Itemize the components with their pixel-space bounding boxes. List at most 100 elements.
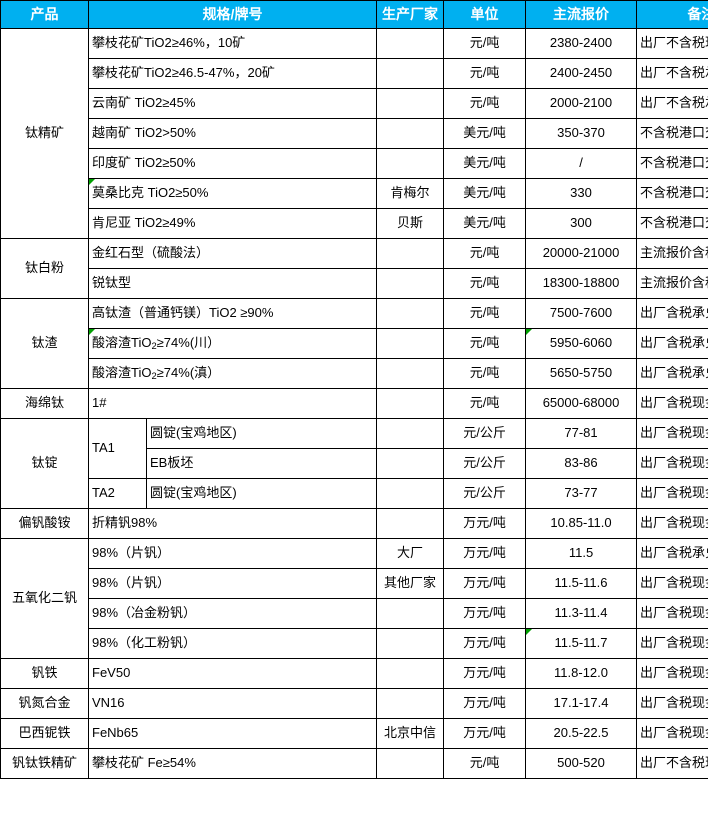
cell-spec: 圆锭(宝鸡地区) — [147, 419, 377, 449]
cell-spec: 98%（化工粉钒） — [89, 629, 377, 659]
cell-price: 20000-21000 — [526, 239, 637, 269]
cell-remark: 出厂含税现金价 — [637, 629, 708, 659]
cell-remark: 出厂不含税承兑价 — [637, 89, 708, 119]
cell-price: 11.5-11.6 — [526, 569, 637, 599]
column-header-unit: 单位 — [444, 1, 526, 29]
cell-manufacturer — [377, 389, 444, 419]
cell-unit: 万元/吨 — [444, 539, 526, 569]
cell-unit: 美元/吨 — [444, 179, 526, 209]
column-header-manufacturer: 生产厂家 — [377, 1, 444, 29]
cell-grade: TA1 — [89, 419, 147, 479]
cell-unit: 元/吨 — [444, 89, 526, 119]
cell-price: 2400-2450 — [526, 59, 637, 89]
cell-spec: 攀枝花矿 Fe≥54% — [89, 749, 377, 779]
cell-spec: EB板坯 — [147, 449, 377, 479]
cell-product: 五氧化二钒 — [1, 539, 89, 659]
cell-price: 330 — [526, 179, 637, 209]
cell-price: 300 — [526, 209, 637, 239]
cell-unit: 元/吨 — [444, 749, 526, 779]
cell-manufacturer — [377, 29, 444, 59]
cell-manufacturer — [377, 149, 444, 179]
cell-spec: 金红石型（硫酸法） — [89, 239, 377, 269]
cell-manufacturer — [377, 119, 444, 149]
cell-product: 钛渣 — [1, 299, 89, 389]
cell-unit: 万元/吨 — [444, 629, 526, 659]
cell-remark: 出厂含税承兑价 — [637, 539, 708, 569]
column-header-product: 产品 — [1, 1, 89, 29]
cell-price: 77-81 — [526, 419, 637, 449]
cell-manufacturer: 其他厂家 — [377, 569, 444, 599]
cell-price: 65000-68000 — [526, 389, 637, 419]
cell-manufacturer: 贝斯 — [377, 209, 444, 239]
cell-spec: 98%（冶金粉钒） — [89, 599, 377, 629]
cell-product: 钛锭 — [1, 419, 89, 509]
cell-spec: 肯尼亚 TiO2≥49% — [89, 209, 377, 239]
column-header-spec: 规格/牌号 — [89, 1, 377, 29]
cell-spec: 酸溶渣TiO2≥74%(滇） — [89, 359, 377, 389]
cell-product: 钛精矿 — [1, 29, 89, 239]
cell-manufacturer — [377, 239, 444, 269]
cell-remark: 出厂含税现金价 — [637, 389, 708, 419]
cell-product: 钛白粉 — [1, 239, 89, 299]
cell-unit: 万元/吨 — [444, 569, 526, 599]
cell-spec: 98%（片钒） — [89, 539, 377, 569]
cell-manufacturer — [377, 509, 444, 539]
table-body: 钛精矿攀枝花矿TiO2≥46%，10矿元/吨2380-2400出厂不含税现金价攀… — [1, 29, 708, 779]
cell-remark: 出厂含税承兑价 — [637, 329, 708, 359]
bottom-whitespace — [0, 779, 708, 828]
cell-remark: 出厂含税承兑价 — [637, 299, 708, 329]
cell-unit: 元/吨 — [444, 359, 526, 389]
cell-price: 350-370 — [526, 119, 637, 149]
table-row: 98%（冶金粉钒）万元/吨11.3-11.4出厂含税现金价 — [1, 599, 708, 629]
price-quotation-table: 产品 规格/牌号 生产厂家 单位 主流报价 备注 钛精矿攀枝花矿TiO2≥46%… — [0, 0, 708, 779]
cell-unit: 元/吨 — [444, 389, 526, 419]
cell-unit: 万元/吨 — [444, 599, 526, 629]
cell-unit: 元/吨 — [444, 239, 526, 269]
cell-manufacturer — [377, 419, 444, 449]
cell-manufacturer — [377, 359, 444, 389]
table-row: 印度矿 TiO2≥50%美元/吨/不含税港口交货 — [1, 149, 708, 179]
cell-manufacturer: 北京中信 — [377, 719, 444, 749]
cell-unit: 万元/吨 — [444, 509, 526, 539]
cell-product: 钒铁 — [1, 659, 89, 689]
cell-price: 500-520 — [526, 749, 637, 779]
cell-unit: 元/公斤 — [444, 449, 526, 479]
cell-manufacturer — [377, 59, 444, 89]
cell-grade: TA2 — [89, 479, 147, 509]
cell-remark: 出厂含税现金价 — [637, 419, 708, 449]
column-header-price: 主流报价 — [526, 1, 637, 29]
cell-remark: 出厂不含税现金价 — [637, 749, 708, 779]
cell-remark: 主流报价含税承兑 — [637, 239, 708, 269]
cell-remark: 不含税港口交货 — [637, 149, 708, 179]
cell-unit: 万元/吨 — [444, 659, 526, 689]
cell-spec: 锐钛型 — [89, 269, 377, 299]
cell-spec: 1# — [89, 389, 377, 419]
cell-unit: 元/公斤 — [444, 479, 526, 509]
cell-spec: 酸溶渣TiO2≥74%(川） — [89, 329, 377, 359]
cell-spec: 印度矿 TiO2≥50% — [89, 149, 377, 179]
cell-manufacturer — [377, 329, 444, 359]
cell-price: 2000-2100 — [526, 89, 637, 119]
cell-spec: 攀枝花矿TiO2≥46%，10矿 — [89, 29, 377, 59]
table-row: 98%（化工粉钒）万元/吨11.5-11.7出厂含税现金价 — [1, 629, 708, 659]
subscript: 2 — [151, 371, 156, 381]
cell-remark: 出厂含税现金价 — [637, 569, 708, 599]
cell-manufacturer — [377, 659, 444, 689]
cell-unit: 元/吨 — [444, 299, 526, 329]
cell-price: 18300-18800 — [526, 269, 637, 299]
cell-manufacturer — [377, 479, 444, 509]
